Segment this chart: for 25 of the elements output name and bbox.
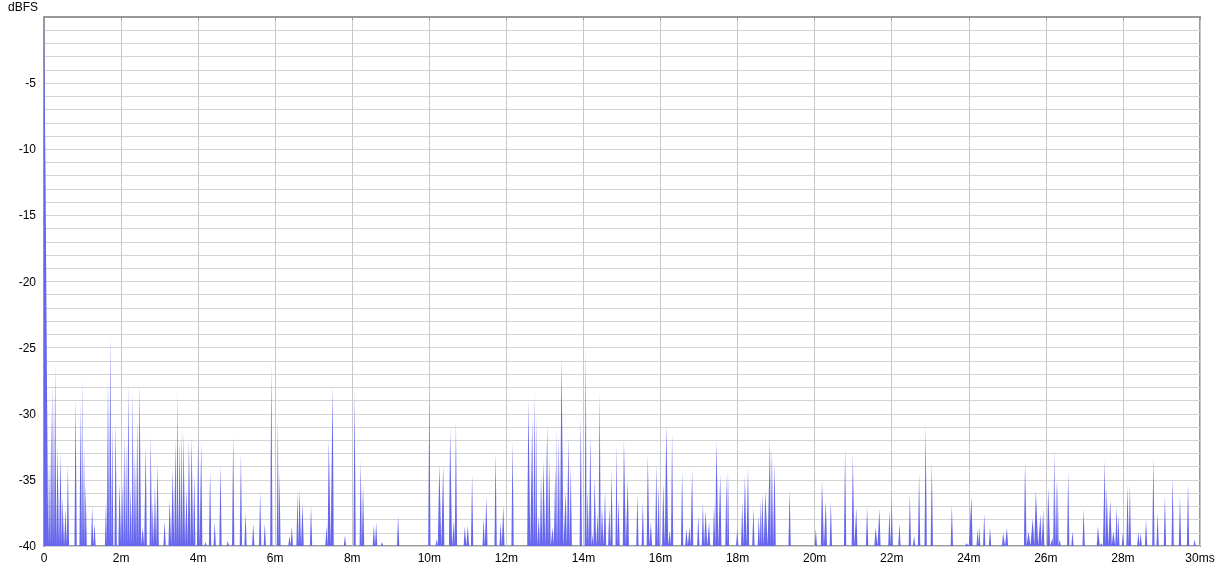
- x-tick-label: 6m: [266, 551, 284, 565]
- x-tick-label: 2m: [112, 551, 130, 565]
- x-tick-label: 18m: [725, 551, 750, 565]
- x-tick-label: 20m: [802, 551, 827, 565]
- y-tick-label: -25: [18, 340, 37, 355]
- x-tick-label: 26m: [1034, 551, 1058, 565]
- y-tick-label: -15: [18, 208, 37, 223]
- y-tick-label: -40: [18, 539, 37, 553]
- y-tick-label: -20: [18, 274, 37, 289]
- x-tick-label: 4m: [189, 551, 207, 565]
- y-tick-label: -5: [25, 76, 37, 91]
- x-tick-label: 12m: [494, 551, 519, 565]
- x-tick-label: 0: [40, 551, 48, 565]
- x-tick-label: 28m: [1111, 551, 1135, 565]
- y-tick-label: -30: [18, 406, 37, 421]
- x-tick-label: 14m: [571, 551, 596, 565]
- x-tick-label: 8m: [343, 551, 361, 565]
- x-tick-label: 10m: [417, 551, 442, 565]
- y-tick-label: -10: [18, 142, 37, 157]
- x-tick-label: 24m: [957, 551, 981, 565]
- x-tick-label: 30ms: [1185, 551, 1215, 565]
- x-tick-label: 22m: [880, 551, 904, 565]
- y-axis-title: dBFS: [7, 0, 38, 14]
- x-tick-label: 16m: [648, 551, 673, 565]
- y-tick-label: -35: [18, 472, 37, 487]
